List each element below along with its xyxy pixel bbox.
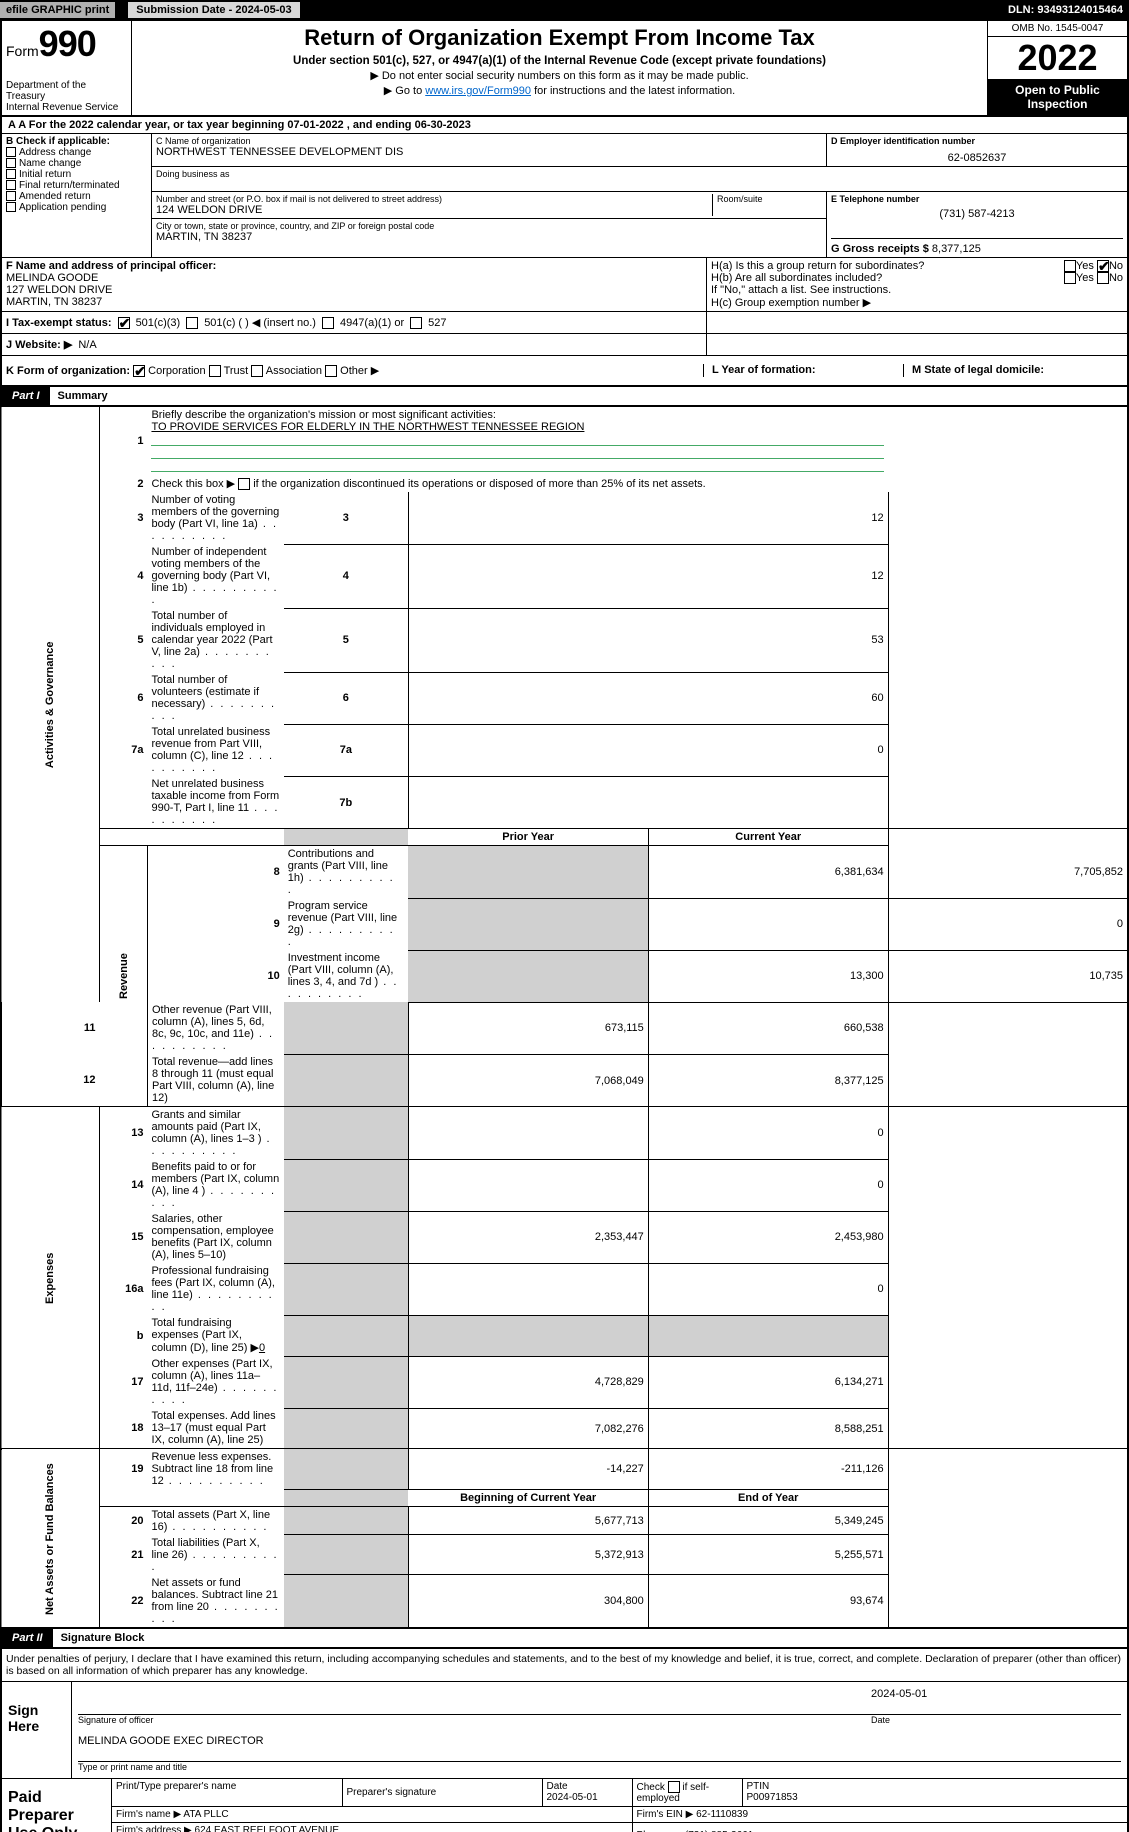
paid-table: Print/Type preparer's name Preparer's si…	[112, 1779, 1127, 1832]
hb-yes[interactable]	[1064, 272, 1076, 284]
form-number: Form990	[6, 23, 127, 65]
check-amended[interactable]	[6, 191, 16, 201]
instructions-link[interactable]: www.irs.gov/Form990	[425, 85, 531, 97]
part1-header: Part I Summary	[0, 387, 1129, 407]
omb: OMB No. 1545-0047	[988, 21, 1127, 37]
paid-preparer-label: Paid Preparer Use Only	[2, 1779, 112, 1832]
check-initial[interactable]	[6, 169, 16, 179]
dept: Department of the Treasury	[6, 80, 127, 102]
submission-box: Submission Date - 2024-05-03	[127, 1, 300, 19]
topbar: efile GRAPHIC print Submission Date - 20…	[0, 0, 1129, 20]
row-f-h: F Name and address of principal officer:…	[0, 258, 1129, 312]
k-trust[interactable]	[209, 365, 221, 377]
i-501c3[interactable]	[118, 317, 130, 329]
vlabel-expenses: Expenses	[1, 1107, 100, 1449]
sign-here-label: Sign Here	[2, 1682, 72, 1778]
box-b: B Check if applicable: Address change Na…	[2, 134, 152, 257]
vlabel-revenue: Revenue	[100, 846, 148, 1107]
efile-label[interactable]: efile GRAPHIC print	[0, 2, 115, 18]
form-title: Return of Organization Exempt From Incom…	[138, 25, 981, 51]
hb-no[interactable]	[1097, 272, 1109, 284]
check-addr-change[interactable]	[6, 147, 16, 157]
box-c-city: City or town, state or province, country…	[152, 219, 826, 245]
signature-block: Under penalties of perjury, I declare th…	[0, 1649, 1129, 1832]
subtitle-3: ▶ Go to www.irs.gov/Form990 for instruct…	[138, 84, 981, 97]
open-public: Open to Public Inspection	[988, 79, 1127, 115]
l2-check[interactable]	[238, 478, 250, 490]
row-i: I Tax-exempt status: 501(c)(3) 501(c) ( …	[0, 312, 1129, 334]
row-k-l-m: K Form of organization: Corporation Trus…	[0, 356, 1129, 387]
check-name-change[interactable]	[6, 158, 16, 168]
box-c-street: Number and street (or P.O. box if mail i…	[152, 192, 826, 219]
self-emp-check[interactable]	[668, 1781, 680, 1793]
check-app-pending[interactable]	[6, 202, 16, 212]
box-e-g: E Telephone number (731) 587-4213 G Gros…	[827, 192, 1127, 257]
box-h: H(a) Is this a group return for subordin…	[707, 258, 1127, 311]
k-corp[interactable]	[133, 365, 145, 377]
row-a: A A For the 2022 calendar year, or tax y…	[0, 117, 1129, 134]
dln: DLN: 93493124015464	[1008, 4, 1129, 16]
summary-table: Activities & Governance 1 Briefly descri…	[0, 407, 1129, 1629]
box-d: D Employer identification number 62-0852…	[827, 134, 1127, 166]
i-501c[interactable]	[186, 317, 198, 329]
i-4947[interactable]	[322, 317, 334, 329]
check-final[interactable]	[6, 180, 16, 190]
section-b-through-g: B Check if applicable: Address change Na…	[0, 134, 1129, 258]
ha-yes[interactable]	[1064, 260, 1076, 272]
irs: Internal Revenue Service	[6, 102, 127, 113]
vlabel-netassets: Net Assets or Fund Balances	[1, 1449, 100, 1628]
box-dba: Doing business as	[152, 167, 1127, 192]
subtitle-1: Under section 501(c), 527, or 4947(a)(1)…	[138, 55, 981, 67]
part2-header: Part II Signature Block	[0, 1629, 1129, 1649]
tax-year: 2022	[988, 37, 1127, 79]
declaration: Under penalties of perjury, I declare th…	[2, 1649, 1127, 1682]
form-header: Form990 Department of the Treasury Inter…	[0, 20, 1129, 117]
ha-no[interactable]	[1097, 260, 1109, 272]
i-527[interactable]	[410, 317, 422, 329]
k-other[interactable]	[325, 365, 337, 377]
vlabel-activities: Activities & Governance	[1, 407, 100, 1002]
k-assoc[interactable]	[251, 365, 263, 377]
row-j: J Website: ▶ N/A	[0, 334, 1129, 356]
box-f: F Name and address of principal officer:…	[2, 258, 707, 311]
subtitle-2: ▶ Do not enter social security numbers o…	[138, 69, 981, 82]
box-c-name: C Name of organization NORTHWEST TENNESS…	[152, 134, 827, 166]
